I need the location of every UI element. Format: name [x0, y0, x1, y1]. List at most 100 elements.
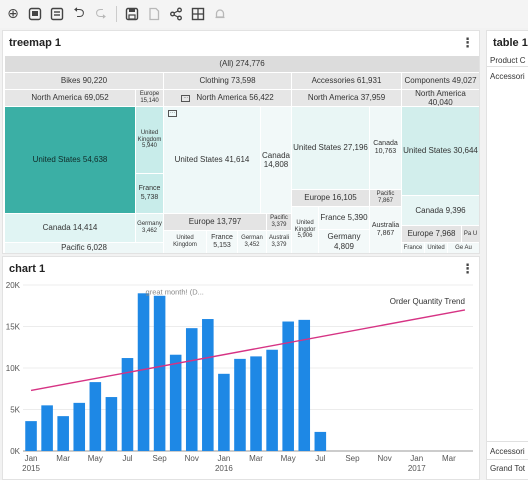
- treemap-bikes-us[interactable]: United States 54,638: [5, 107, 135, 213]
- chart-bar[interactable]: [218, 373, 230, 451]
- x-year-label: 2017: [408, 464, 426, 473]
- treemap-acc-de[interactable]: Germany 4,809: [319, 230, 369, 253]
- trend-line: [30, 309, 466, 392]
- treemap-clothing-us[interactable]: ··· United States 41,614: [164, 107, 260, 213]
- chart-bar[interactable]: [57, 416, 69, 451]
- treemap-comp-uk[interactable]: United: [425, 243, 447, 253]
- table-row-1[interactable]: Accessori: [490, 72, 525, 81]
- export-icon[interactable]: [145, 5, 163, 23]
- treemap-acc-eu[interactable]: Europe 16,105: [292, 190, 369, 206]
- treemap-acc-us[interactable]: United States 27,196: [292, 107, 369, 189]
- undo-icon[interactable]: ⮌: [73, 5, 85, 21]
- treemap-acc-uk[interactable]: United Kingdor 5,906: [292, 207, 318, 253]
- treemap-clothing-fr[interactable]: France 5,153: [207, 231, 237, 253]
- treemap-acc-na[interactable]: North America 37,959: [292, 90, 401, 106]
- x-tick-label: Mar: [249, 454, 263, 463]
- grid-icon[interactable]: [189, 5, 207, 23]
- add-icon[interactable]: ⊕: [7, 6, 19, 22]
- treemap-comp-us[interactable]: United States 30,644: [402, 107, 479, 195]
- treemap-bikes-uk[interactable]: United Kingdom 5,940: [136, 107, 163, 173]
- chart-bar[interactable]: [137, 293, 150, 451]
- treemap-bikes-ca[interactable]: Canada 14,414: [5, 214, 135, 242]
- x-tick-label: Mar: [442, 454, 456, 463]
- x-tick-label: May: [281, 454, 296, 463]
- x-tick-label: May: [88, 454, 103, 463]
- y-tick-label: 10K: [6, 364, 21, 373]
- x-tick-label: Nov: [185, 454, 199, 463]
- treemap-components[interactable]: Components 49,027: [402, 73, 479, 89]
- treemap-bikes-eu[interactable]: Europe 15,140: [136, 90, 163, 106]
- treemap-all[interactable]: (All) 274,776: [5, 56, 479, 72]
- chart-bar[interactable]: [314, 431, 327, 451]
- treemap-menu-icon[interactable]: ⋮: [461, 36, 474, 51]
- treemap-bikes[interactable]: Bikes 90,220: [5, 73, 163, 89]
- chart-bar[interactable]: [105, 397, 118, 451]
- treemap-acc-au[interactable]: Australia 7,867: [370, 207, 401, 253]
- chart-bar[interactable]: [298, 319, 311, 451]
- treemap-clothing[interactable]: Clothing 73,598: [164, 73, 291, 89]
- chart-bar[interactable]: [73, 402, 86, 451]
- chart-bar[interactable]: [25, 421, 37, 451]
- chart-menu-icon[interactable]: ⋮: [461, 262, 474, 277]
- treemap-comp-de[interactable]: Ge Au: [448, 243, 479, 253]
- expand-icon[interactable]: ···: [181, 94, 191, 102]
- treemap-accessories[interactable]: Accessories 61,931: [292, 73, 401, 89]
- table-panel: table 1 Product C Accessori Accessori Gr…: [486, 30, 528, 480]
- bell-icon[interactable]: [211, 5, 229, 23]
- treemap-clothing-ca[interactable]: Canada 14,808: [261, 107, 291, 213]
- expand-icon[interactable]: ···: [168, 110, 177, 117]
- chart-bar[interactable]: [234, 358, 246, 451]
- y-tick-label: 0K: [10, 447, 20, 456]
- x-tick-label: Nov: [377, 454, 391, 463]
- treemap-clothing-uk[interactable]: United Kingdom: [164, 231, 206, 253]
- chart-bar[interactable]: [266, 349, 278, 451]
- redo-icon[interactable]: ⮎: [95, 5, 107, 21]
- x-tick-label: Jan: [217, 454, 230, 463]
- share-icon[interactable]: [167, 5, 185, 23]
- x-year-label: 2016: [215, 464, 233, 473]
- chart-bar[interactable]: [41, 405, 53, 451]
- insert-icon[interactable]: [26, 5, 44, 23]
- save-icon[interactable]: [123, 5, 141, 23]
- chart-title: chart 1: [9, 263, 46, 275]
- treemap-bikes-na[interactable]: North America 69,052: [5, 90, 135, 106]
- treemap-comp-ca[interactable]: Canada 9,396: [402, 196, 479, 225]
- x-year-label: 2015: [22, 464, 40, 473]
- chart-bar[interactable]: [202, 319, 214, 451]
- y-tick-label: 15K: [6, 323, 21, 332]
- table-icon[interactable]: [48, 5, 66, 23]
- chart-bar[interactable]: [185, 328, 198, 451]
- x-tick-label: Sep: [345, 454, 360, 463]
- chart-bar[interactable]: [250, 356, 262, 451]
- toolbar-separator: [116, 6, 117, 22]
- chart-annotation[interactable]: great month! (D...: [146, 287, 204, 296]
- table-row-bottom[interactable]: Accessori: [490, 447, 525, 456]
- treemap-clothing-au[interactable]: Australi 3,379: [267, 231, 291, 253]
- treemap-acc-fr[interactable]: France 5,390: [319, 207, 369, 229]
- treemap-comp-pac[interactable]: Pa U: [462, 226, 479, 242]
- x-tick-label: Jul: [122, 454, 132, 463]
- treemap-clothing-pac[interactable]: Pacific 3,379: [267, 214, 291, 230]
- treemap-comp-fr[interactable]: France: [402, 243, 424, 253]
- treemap-comp-na[interactable]: North America 40,040: [402, 90, 479, 106]
- treemap-acc-ca[interactable]: Canada 10,763: [370, 107, 401, 189]
- toolbar: ⊕ ⮌ ⮎: [0, 0, 528, 28]
- table-col-header[interactable]: Product C: [490, 56, 526, 65]
- chart-bar[interactable]: [282, 321, 294, 451]
- chart-bar[interactable]: [169, 354, 182, 451]
- table-grand-total[interactable]: Grand Tot: [490, 464, 525, 473]
- treemap-clothing-na[interactable]: ··· North America 56,422: [164, 90, 291, 106]
- treemap-acc-pac[interactable]: Pacific 7,867: [370, 190, 401, 206]
- chart-bar[interactable]: [89, 382, 102, 451]
- treemap-bikes-de[interactable]: Germany 3,462: [136, 214, 163, 242]
- chart-bar[interactable]: [121, 358, 134, 451]
- treemap-bikes-fr[interactable]: France 5,738: [136, 174, 163, 213]
- x-tick-label: Mar: [56, 454, 70, 463]
- treemap-comp-eu[interactable]: Europe 7,968: [402, 226, 461, 242]
- treemap-clothing-eu[interactable]: Europe 13,797: [164, 214, 266, 230]
- treemap-bikes-pac[interactable]: Pacific 6,028: [5, 243, 163, 253]
- trend-label: Order Quantity Trend: [390, 297, 465, 306]
- chart-bar[interactable]: [153, 295, 166, 451]
- y-tick-label: 5K: [10, 406, 20, 415]
- treemap-clothing-de[interactable]: German 3,452: [238, 231, 266, 253]
